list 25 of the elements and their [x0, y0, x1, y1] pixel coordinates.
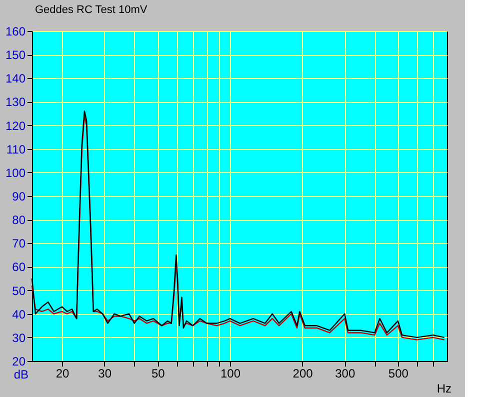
x-tick-label: 300: [335, 366, 356, 380]
chart-title: Geddes RC Test 10mV: [34, 4, 148, 16]
y-tick-label: 140: [5, 72, 26, 86]
y-axis-title: dB: [14, 368, 28, 382]
y-tick-label: 160: [5, 24, 26, 38]
x-tick-label: 200: [292, 366, 314, 380]
y-tick-label: 130: [5, 95, 26, 110]
y-tick-label: 150: [5, 48, 26, 62]
x-tick-label: 500: [388, 366, 409, 380]
x-tick-label: 100: [220, 366, 241, 380]
y-tick-label: 80: [12, 213, 26, 228]
y-tick-label: 30: [12, 330, 26, 345]
x-axis-title: Hz: [436, 382, 452, 396]
y-tick-label: 90: [12, 190, 26, 204]
y-tick-label: 60: [12, 260, 26, 274]
y-tick-label: 20: [12, 354, 26, 368]
y-tick-label: 120: [5, 118, 26, 133]
y-tick-label: 110: [6, 142, 26, 156]
x-tick-label: 50: [151, 366, 166, 380]
x-tick-label: 30: [98, 366, 112, 380]
y-tick-label: 40: [12, 307, 26, 322]
y-tick-label: 50: [12, 284, 26, 298]
y-tick-label: 70: [12, 236, 26, 251]
y-tick-label: 100: [5, 166, 26, 180]
x-tick-label: 20: [56, 366, 70, 380]
